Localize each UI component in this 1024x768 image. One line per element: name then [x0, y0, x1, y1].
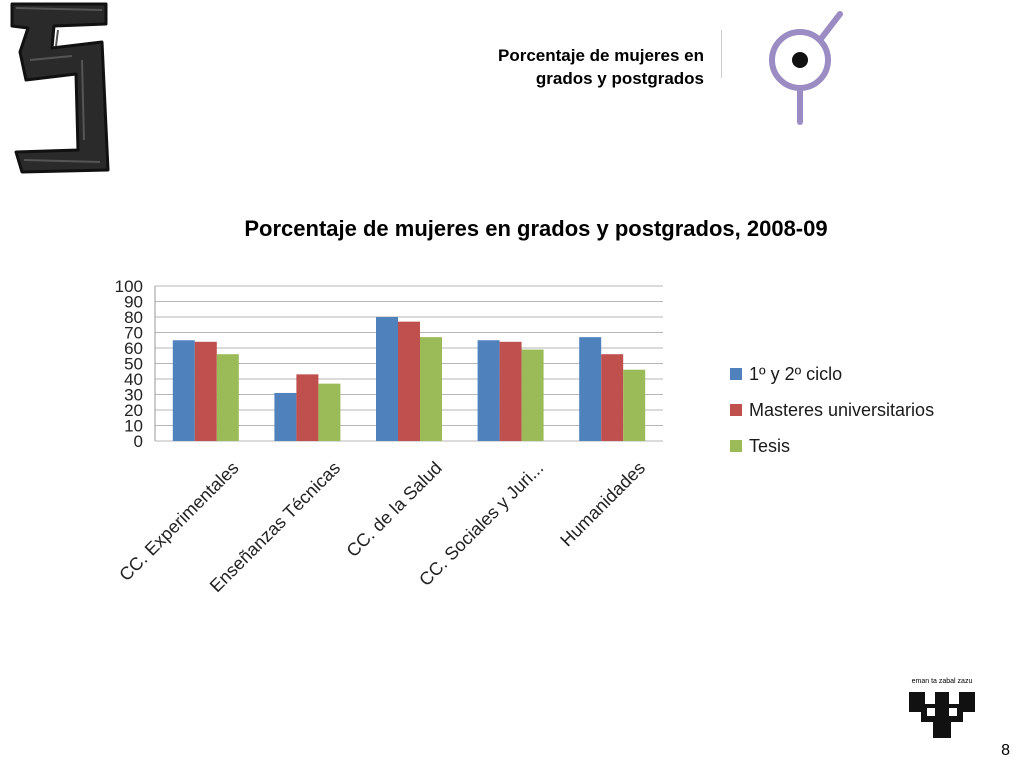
gender-symbol-icon [769, 11, 843, 125]
legend-swatch [730, 440, 742, 452]
bar [318, 383, 341, 441]
bar [521, 349, 544, 441]
page-number: 8 [1001, 742, 1010, 759]
y-tick-label: 20 [124, 401, 143, 420]
x-tick-label: CC. de la Salud [343, 458, 446, 561]
legend-label: Masteres universitarios [749, 399, 935, 420]
legend-item: Masteres universitarios [730, 392, 934, 428]
bar [274, 392, 297, 441]
y-tick-label: 100 [115, 277, 143, 296]
bar [601, 354, 624, 441]
legend-item: Tesis [730, 428, 934, 464]
brush-stroke-logo-icon [10, 2, 110, 174]
header-title-line1: Porcentaje de mujeres en [498, 46, 704, 65]
bar [499, 341, 522, 441]
bar [420, 337, 442, 441]
bar [376, 317, 398, 441]
header-title-line2: grados y postgrados [535, 69, 704, 88]
y-tick-label: 70 [124, 324, 143, 343]
y-tick-label: 10 [124, 417, 143, 436]
header-divider [721, 30, 722, 78]
bar [172, 340, 195, 441]
university-logo-icon [909, 692, 975, 738]
header-title: Porcentaje de mujeres en grados y postgr… [498, 44, 704, 90]
legend-label: Tesis [749, 435, 791, 456]
y-tick-label: 30 [124, 386, 143, 405]
bar [477, 340, 500, 441]
chart-title: Porcentaje de mujeres en grados y postgr… [244, 216, 828, 241]
y-tick-label: 90 [124, 293, 143, 312]
y-tick-label: 80 [124, 308, 143, 327]
x-tick-label: Humanidades [556, 458, 649, 551]
bar [579, 337, 602, 441]
bar [296, 374, 319, 441]
bar [194, 341, 217, 441]
y-tick-label: 0 [134, 432, 143, 451]
legend-item: 1º y 2º ciclo [730, 356, 934, 392]
legend-swatch [730, 404, 742, 416]
bar [216, 354, 239, 441]
y-tick-label: 60 [124, 339, 143, 358]
bar [398, 321, 420, 441]
bar [623, 369, 646, 441]
y-tick-label: 40 [124, 370, 143, 389]
university-motto: eman ta zabal zazu [911, 678, 973, 685]
legend-label: 1º y 2º ciclo [749, 363, 843, 384]
chart-legend: 1º y 2º ciclo Masteres universitarios Tesi… [730, 356, 934, 464]
y-tick-label: 50 [124, 355, 143, 374]
legend-swatch [730, 368, 742, 380]
